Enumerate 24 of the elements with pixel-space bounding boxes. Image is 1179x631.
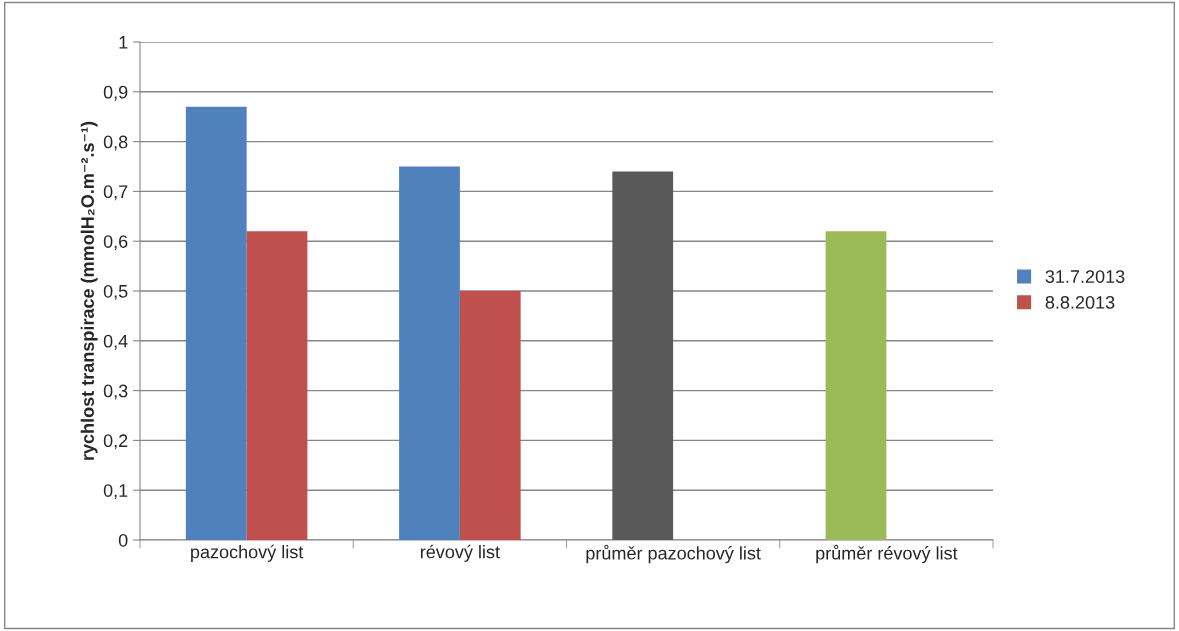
legend-label: 8.8.2013 — [1045, 295, 1115, 309]
y-tick-label: 0,4 — [103, 334, 128, 350]
y-tick-label: 0,9 — [103, 85, 128, 101]
x-tick-label: průměr pazochový list — [586, 544, 761, 564]
y-tick-label: 0,8 — [103, 135, 128, 151]
y-tick-label: 0,3 — [103, 384, 128, 400]
y-tick-label: 0,7 — [103, 185, 128, 201]
y-tick-label: 0,2 — [103, 434, 128, 450]
x-tick-label: révový list — [420, 544, 500, 562]
y-tick-label: 0,1 — [103, 484, 128, 500]
x-tick-label: pazochový list — [191, 544, 304, 562]
y-tick-label: 0,5 — [103, 284, 128, 300]
legend-label: 31.7.2013 — [1045, 270, 1125, 283]
bar — [825, 231, 887, 540]
y-axis-title: rychlost transpirace (mmolH₂O.m⁻².s⁻¹) — [80, 121, 98, 460]
y-tick-label: 0,6 — [103, 235, 128, 251]
bar — [399, 166, 460, 540]
bar — [246, 231, 308, 540]
y-tick-label: 1 — [119, 36, 128, 49]
bar — [185, 106, 247, 540]
x-tick-label: průměr révový list — [816, 544, 958, 564]
bar — [612, 171, 674, 540]
y-tick-label: 0 — [118, 533, 128, 547]
bar — [459, 291, 521, 540]
